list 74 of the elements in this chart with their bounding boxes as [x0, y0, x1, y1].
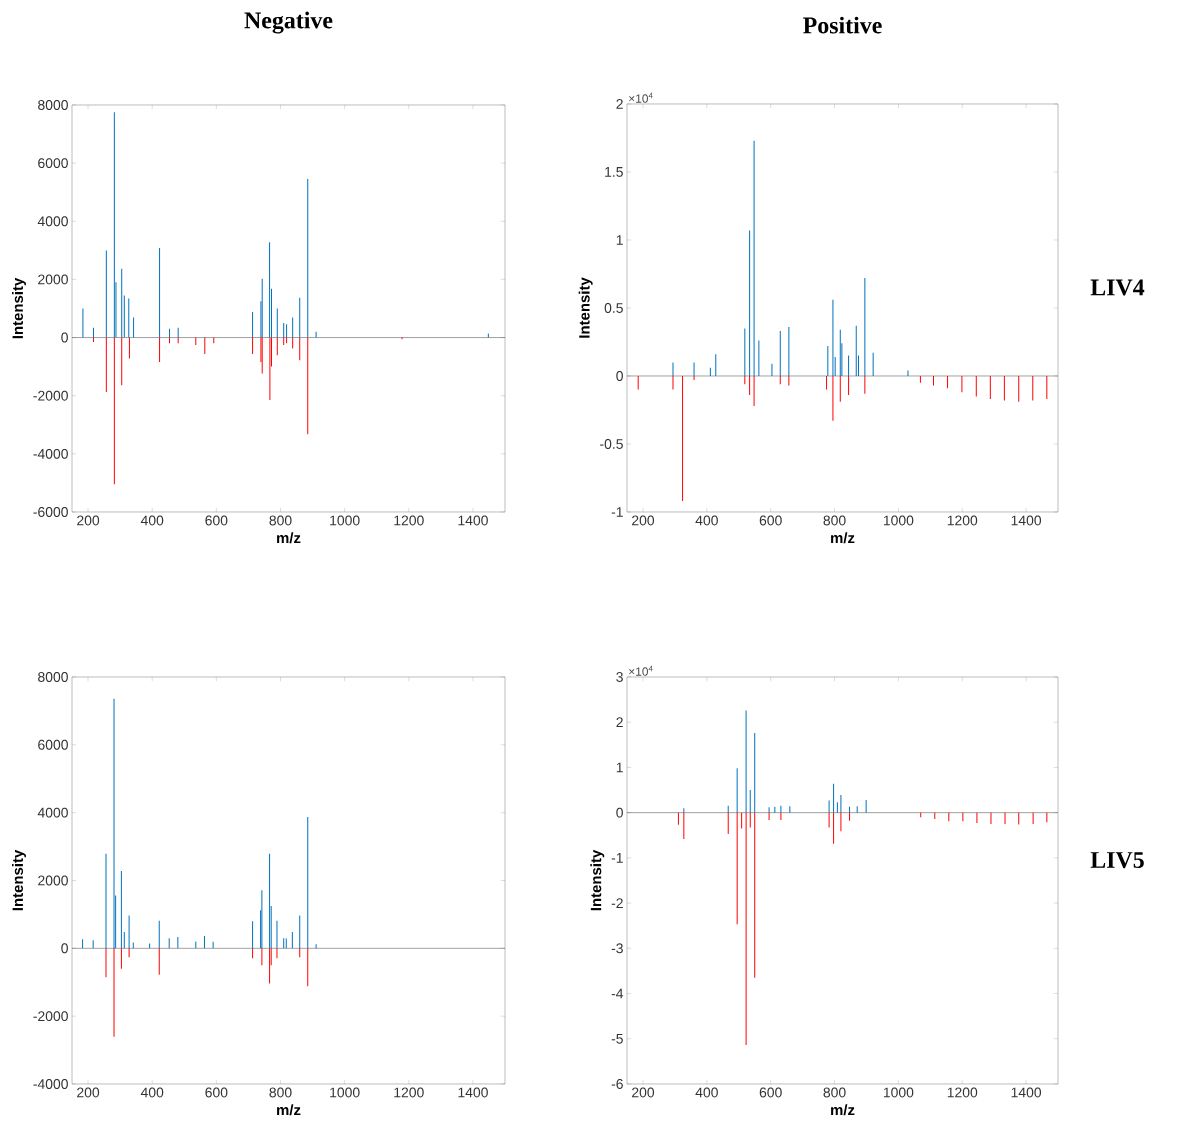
y-tick-label: 0.5 — [604, 303, 623, 313]
x-axis-title: m/z — [831, 1104, 855, 1116]
y-tick-label: 1.5 — [605, 167, 623, 177]
y-tick-label: -6000 — [33, 507, 68, 517]
y-tick-label: 8000 — [38, 100, 68, 110]
x-tick-label: 1000 — [330, 515, 360, 526]
y-tick-label: 2000 — [38, 274, 68, 285]
text: ×10$^{4}$ — [629, 665, 653, 676]
y-axis-title: Intensity — [12, 849, 26, 911]
x-tick-label: 400 — [695, 1087, 718, 1098]
y-tick-label: 0 — [616, 807, 623, 818]
y-axis-title: Intensity — [590, 849, 605, 911]
y-axis-title: Intensity — [578, 277, 593, 338]
y-tick-label: 2 — [616, 99, 623, 109]
x-tick-label: 200 — [632, 1087, 655, 1098]
chart-title: Positive — [803, 16, 882, 34]
x-tick-label: 1000 — [330, 1087, 360, 1098]
text: ×10$^{4}$ — [629, 92, 653, 103]
y-tick-label: 6000 — [38, 158, 68, 169]
y-tick-label: -5 — [611, 1033, 623, 1044]
y-tick-label: 1 — [616, 235, 623, 245]
x-axis-title: m/z — [831, 532, 855, 544]
x-tick-label: 1200 — [394, 1087, 424, 1098]
y-tick-label: -6 — [611, 1079, 623, 1089]
y-tick-label: 0 — [61, 332, 68, 343]
y-tick-label: 4000 — [37, 807, 68, 818]
x-tick-label: 1400 — [458, 1087, 488, 1098]
x-tick-label: 600 — [759, 515, 782, 526]
y-tick-label: -0.5 — [600, 439, 623, 449]
y-tick-label: -4 — [611, 988, 624, 999]
y-tick-label: 3 — [616, 672, 623, 682]
x-tick-label: 1200 — [394, 515, 424, 526]
x-tick-label: 400 — [140, 515, 164, 526]
x-tick-label: 1400 — [458, 515, 488, 526]
y-tick-label: -4000 — [33, 448, 68, 459]
x-tick-label: 600 — [205, 515, 228, 526]
y-tick-label: -1 — [611, 853, 623, 863]
x-tick-label: 1000 — [883, 1087, 914, 1098]
chart-title: Negative — [244, 11, 333, 34]
y-tick-label: 0 — [61, 943, 68, 954]
x-tick-label: 1200 — [947, 1087, 978, 1098]
x-tick-label: 600 — [205, 1087, 228, 1098]
y-tick-label: -2 — [611, 898, 623, 908]
y-tick-label: 4000 — [37, 216, 68, 227]
x-tick-label: 200 — [77, 1087, 100, 1098]
x-tick-label: 1200 — [947, 515, 978, 526]
y-axis-title: Intensity — [12, 277, 26, 339]
y-tick-label: -4000 — [33, 1079, 68, 1089]
y-tick-label: 2000 — [38, 875, 68, 886]
y-tick-label: 8000 — [38, 672, 68, 682]
y-tick-label: -2000 — [33, 390, 68, 401]
y-tick-label: 1 — [616, 762, 623, 773]
x-tick-label: 600 — [759, 1087, 782, 1098]
x-tick-label: 1000 — [883, 515, 914, 526]
x-axis-title: m/z — [277, 1104, 301, 1116]
x-tick-label: 1400 — [1011, 1087, 1042, 1098]
x-tick-label: 400 — [695, 515, 718, 526]
x-tick-label: 800 — [269, 1087, 292, 1098]
y-tick-label: -1 — [611, 507, 623, 517]
x-tick-label: 400 — [140, 1087, 164, 1098]
x-axis-title: m/z — [277, 532, 301, 544]
y-tick-label: -3 — [611, 943, 623, 954]
x-tick-label: 200 — [632, 515, 655, 526]
y-tick-label: 2 — [616, 717, 623, 728]
text: LIV4 — [1090, 279, 1145, 296]
y-tick-label: 6000 — [38, 739, 68, 750]
y-tick-label: 0 — [616, 371, 623, 381]
x-tick-label: 800 — [823, 1087, 846, 1098]
y-tick-label: -2000 — [33, 1011, 68, 1022]
x-tick-label: 800 — [269, 515, 292, 526]
x-tick-label: 200 — [77, 515, 100, 526]
x-tick-label: 1400 — [1011, 515, 1042, 526]
x-tick-label: 800 — [823, 515, 846, 526]
text: LIV5 — [1090, 852, 1144, 869]
